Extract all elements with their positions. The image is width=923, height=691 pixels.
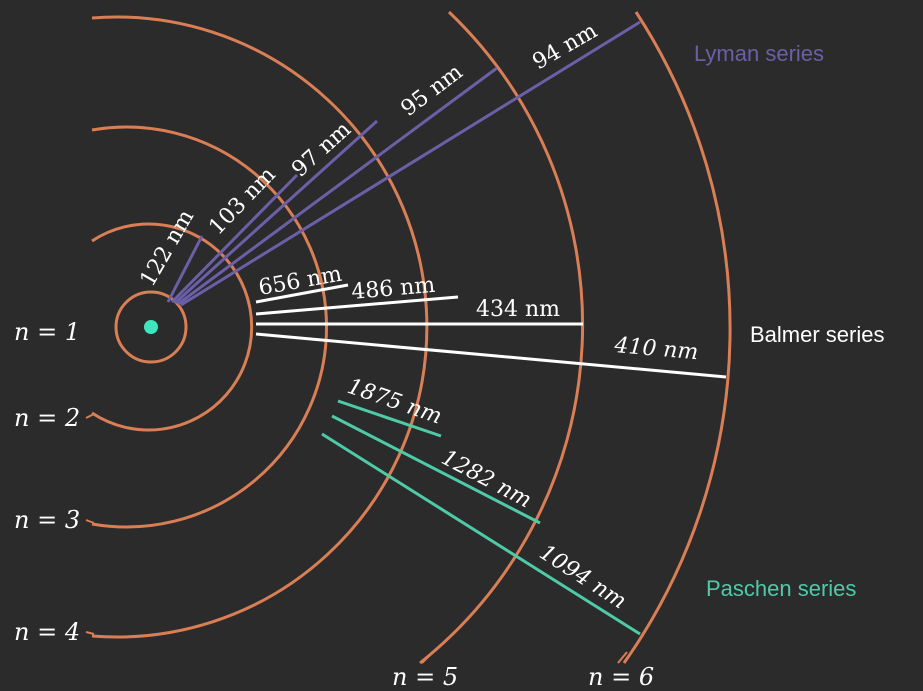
nucleus (144, 320, 158, 334)
level-leaders (86, 414, 627, 663)
series-label-lyman: Lyman series (694, 41, 824, 66)
leader-n3 (86, 520, 94, 523)
series-label-balmer: Balmer series (750, 322, 884, 347)
level-label-n3: n = 3 (14, 506, 80, 534)
level-label-n5: n = 5 (392, 663, 458, 691)
paschen-transitions (322, 401, 640, 634)
balmer-label-434: 434 nm (476, 297, 560, 322)
leader-n4 (86, 632, 94, 634)
series-label-paschen: Paschen series (706, 576, 856, 601)
level-label-n1: n = 1 (14, 318, 80, 346)
level-label-n2: n = 2 (14, 404, 80, 432)
lyman-label-122: 122 nm (136, 206, 200, 291)
orbit-n4 (92, 17, 427, 637)
balmer-label-410: 410 nm (612, 333, 699, 365)
lyman-transitions (168, 22, 640, 305)
lyman-line-94 (181, 22, 640, 305)
lyman-label-95: 95 nm (397, 60, 468, 122)
orbit-n3 (92, 127, 327, 527)
level-label-n6: n = 6 (588, 663, 654, 691)
leader-n2 (86, 414, 94, 418)
level-label-n4: n = 4 (14, 618, 80, 646)
